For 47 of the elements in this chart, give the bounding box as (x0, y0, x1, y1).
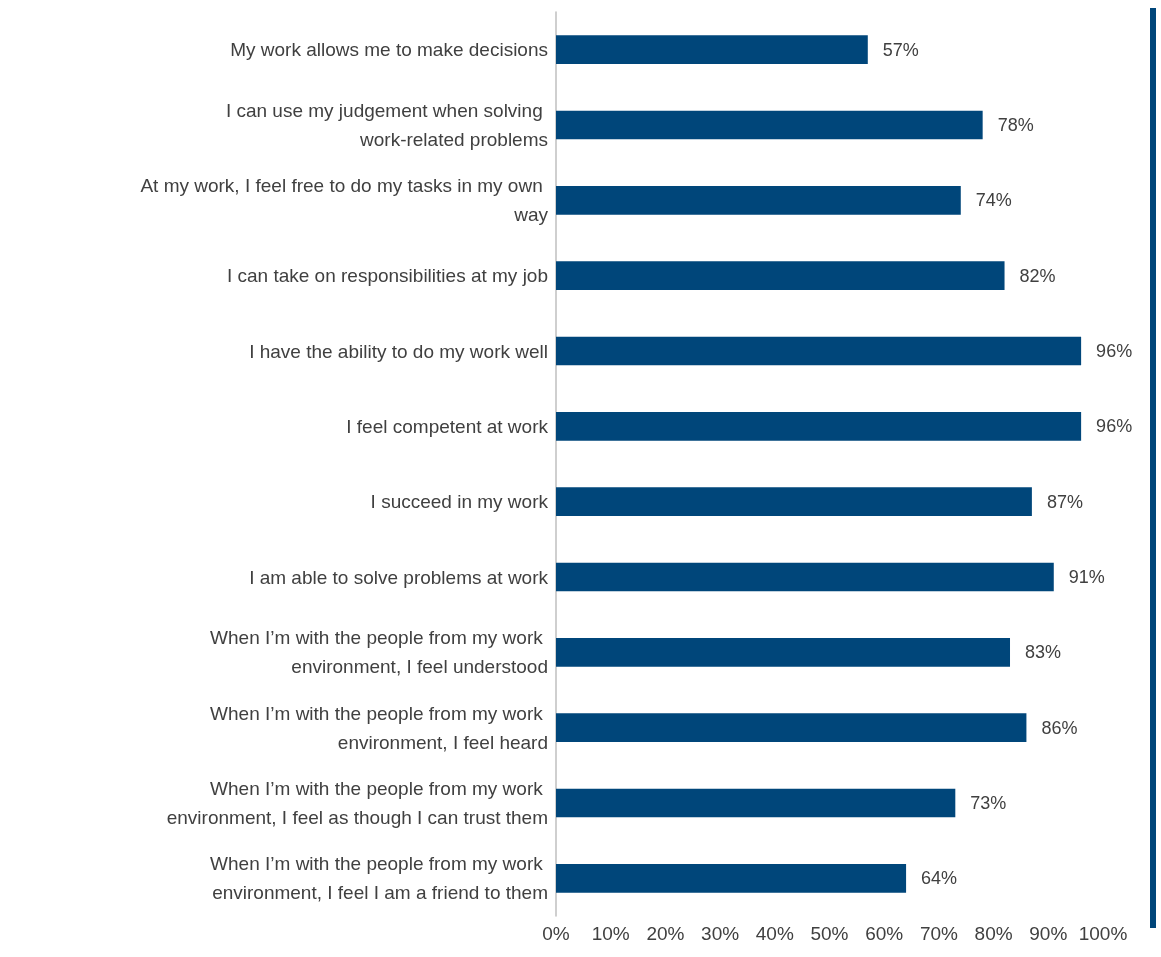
bar (556, 864, 907, 893)
y-tick-label: When I’m with the people from my work environment, I feel as though I can trust them (166, 778, 548, 828)
x-tick-label: 90% (1029, 923, 1068, 944)
bar (556, 336, 1082, 366)
data-label: 87% (1046, 491, 1083, 512)
y-tick-label: At my work, I feel free to do my tasks in my own way (140, 175, 549, 226)
y-tick-label: I have the ability to do my work well (249, 340, 548, 362)
data-label: 96% (1096, 341, 1133, 361)
data-label: 74% (975, 190, 1012, 211)
y-tick-label: My work allows me to make decisions (230, 39, 548, 61)
y-tick-label: I can take on responsibilities at my job (226, 265, 548, 287)
x-tick-label: 0% (542, 923, 570, 944)
bar (556, 788, 956, 818)
x-tick-label: 30% (701, 923, 740, 944)
data-label: 86% (1041, 717, 1078, 738)
data-label: 73% (970, 793, 1007, 813)
data-label: 57% (882, 39, 919, 60)
y-tick-label: I succeed in my work (370, 491, 549, 513)
x-tick-label: 70% (919, 923, 959, 944)
y-tick-label: When I’m with the people from my work environment, I feel I am a friend to them (210, 853, 548, 904)
bar (556, 713, 1027, 742)
bar (556, 35, 868, 64)
y-tick-label: I feel competent at work (346, 415, 549, 437)
data-label: 64% (921, 868, 958, 889)
x-tick-label: 40% (755, 923, 794, 944)
bar (556, 186, 961, 215)
x-tick-label: 50% (810, 923, 849, 944)
data-label: 82% (1019, 265, 1056, 286)
bar (556, 110, 983, 140)
data-label: 78% (997, 115, 1034, 135)
x-tick-label: 80% (974, 923, 1013, 944)
y-tick-label: I can use my judgement when solving work-related problems (225, 100, 548, 150)
y-tick-label: I am able to solve problems at work (249, 566, 549, 588)
data-label: 96% (1096, 416, 1133, 437)
y-tick-label: When I’m with the people from my work environment, I feel heard (210, 702, 548, 753)
data-label: 83% (1025, 642, 1062, 663)
data-label: 91% (1068, 567, 1105, 587)
bar (556, 487, 1032, 516)
x-tick-label: 20% (646, 923, 685, 944)
bar (556, 638, 1011, 667)
bar (556, 412, 1082, 441)
x-tick-label: 100% (1078, 923, 1128, 944)
bar (556, 261, 1005, 290)
bar (556, 562, 1054, 592)
y-tick-label: When I’m with the people from my work environment, I feel understood (210, 627, 548, 678)
x-tick-label: 10% (591, 923, 630, 944)
x-tick-label: 60% (865, 923, 904, 944)
